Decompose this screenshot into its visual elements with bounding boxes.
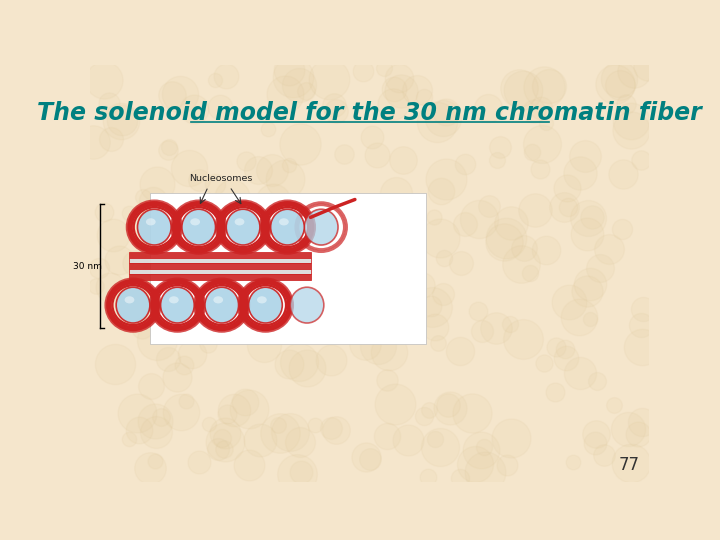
Ellipse shape xyxy=(248,287,282,323)
Ellipse shape xyxy=(116,287,150,323)
Ellipse shape xyxy=(226,209,260,245)
Text: Nucleosomes: Nucleosomes xyxy=(189,174,253,183)
Text: 77: 77 xyxy=(618,456,639,474)
Ellipse shape xyxy=(182,209,215,245)
Ellipse shape xyxy=(161,287,194,323)
Ellipse shape xyxy=(279,218,289,225)
Text: 30 nm: 30 nm xyxy=(73,261,102,271)
Bar xyxy=(130,264,310,269)
Bar xyxy=(150,193,426,343)
Ellipse shape xyxy=(257,296,267,303)
Ellipse shape xyxy=(271,209,305,245)
Ellipse shape xyxy=(213,296,223,303)
Text: The solenoid model for the 30 nm chromatin fiber: The solenoid model for the 30 nm chromat… xyxy=(37,100,701,125)
Ellipse shape xyxy=(146,218,156,225)
Ellipse shape xyxy=(205,287,238,323)
Bar xyxy=(130,252,310,258)
Bar xyxy=(130,269,310,274)
Ellipse shape xyxy=(305,209,338,245)
Bar xyxy=(130,274,310,280)
Ellipse shape xyxy=(290,287,324,323)
Ellipse shape xyxy=(125,296,135,303)
Ellipse shape xyxy=(169,296,179,303)
Ellipse shape xyxy=(138,209,171,245)
Bar xyxy=(130,258,310,264)
Ellipse shape xyxy=(190,218,200,225)
Ellipse shape xyxy=(235,218,244,225)
